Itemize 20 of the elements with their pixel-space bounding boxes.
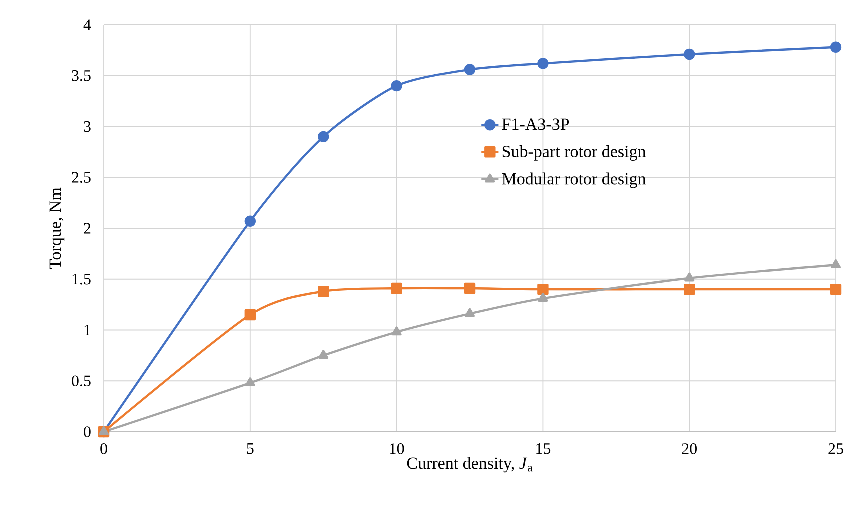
y-tick-label: 3	[84, 121, 91, 132]
y-tick-label: 0	[84, 426, 91, 438]
x-tick-label: 15	[536, 444, 551, 454]
y-tick-label: 3.5	[72, 70, 91, 82]
legend-label: Modular rotor design	[502, 172, 646, 188]
y-axis-title: Torque, Nm	[50, 188, 65, 270]
legend-label: F1-A3-3P	[502, 118, 570, 130]
x-axis-title: Current density, J$_{a}$	[407, 457, 533, 473]
y-tick-label: 4	[84, 20, 92, 30]
x-tick-label: 5	[247, 444, 254, 454]
x-tick-label: 0	[100, 444, 108, 454]
y-tick-label: 0.5	[72, 376, 91, 387]
x-tick-label: 25	[828, 444, 844, 454]
y-tick-label: 2	[84, 223, 91, 234]
y-tick-label: 2.5	[72, 172, 91, 184]
y-tick-label: 1	[84, 324, 91, 336]
x-tick-label: 10	[390, 444, 404, 454]
legend-label: Sub-part rotor design	[502, 146, 646, 161]
x-tick-label: 20	[682, 444, 697, 454]
y-tick-label: 1.5	[72, 274, 91, 285]
